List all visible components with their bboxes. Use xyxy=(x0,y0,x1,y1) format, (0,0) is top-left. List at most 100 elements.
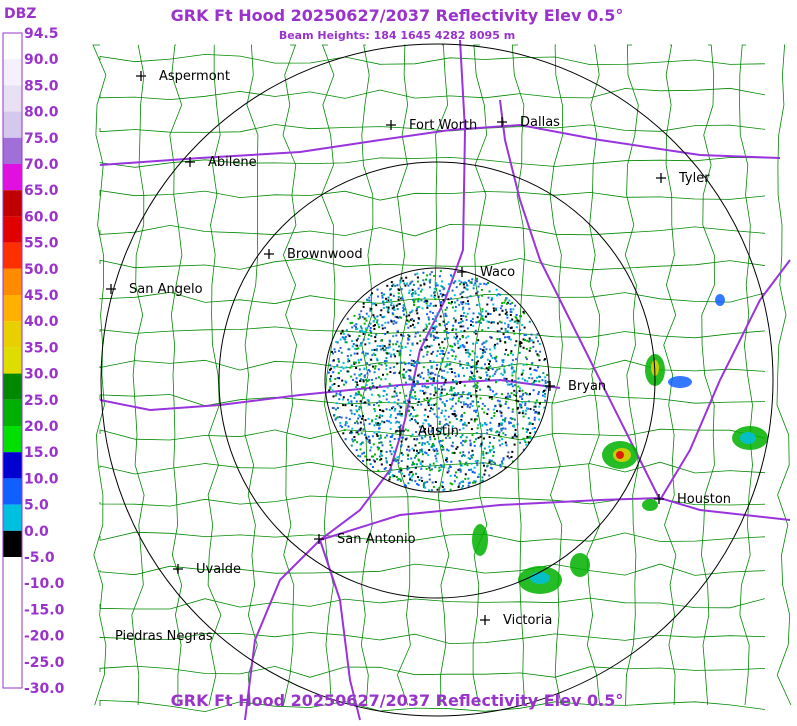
echo xyxy=(489,313,492,315)
echo xyxy=(407,369,410,372)
echo xyxy=(368,458,371,461)
echo xyxy=(349,366,352,369)
echo xyxy=(452,324,455,327)
echo xyxy=(385,347,388,349)
echo xyxy=(429,360,432,362)
echo xyxy=(493,372,496,375)
echo xyxy=(369,322,372,325)
echo xyxy=(507,323,510,326)
echo xyxy=(407,458,409,460)
echo xyxy=(499,444,502,447)
echo xyxy=(426,274,429,277)
echo xyxy=(441,481,444,484)
echo xyxy=(474,480,477,483)
echo xyxy=(391,395,394,398)
echo xyxy=(411,309,414,312)
echo xyxy=(482,350,485,353)
echo xyxy=(347,425,350,428)
echo xyxy=(341,379,344,382)
echo xyxy=(432,448,435,451)
echo xyxy=(372,443,375,446)
echo xyxy=(412,389,415,392)
echo xyxy=(536,333,539,336)
echo xyxy=(333,348,336,351)
echo xyxy=(505,400,508,403)
range-rings xyxy=(100,43,774,717)
county-line xyxy=(472,44,488,706)
echo xyxy=(455,418,458,420)
echo xyxy=(459,364,462,367)
echo xyxy=(336,341,339,344)
echo xyxy=(382,389,385,392)
echo xyxy=(409,318,412,321)
echo xyxy=(385,357,388,360)
echo xyxy=(369,386,372,389)
echo xyxy=(434,390,437,393)
echo xyxy=(476,427,479,430)
echo xyxy=(412,406,414,409)
echo xyxy=(538,380,541,383)
echo xyxy=(451,371,454,374)
echo xyxy=(464,349,467,351)
echo xyxy=(378,400,381,403)
echo xyxy=(476,316,479,319)
echo xyxy=(460,480,463,483)
echo xyxy=(375,304,378,307)
echo xyxy=(462,306,465,309)
echo xyxy=(408,473,411,476)
city-label: San Angelo xyxy=(129,282,203,297)
echo xyxy=(544,381,547,384)
echo xyxy=(524,441,527,443)
echo xyxy=(397,426,400,429)
echo xyxy=(443,329,446,332)
echo xyxy=(386,386,389,389)
echo xyxy=(403,475,406,478)
echo xyxy=(534,405,537,408)
echo xyxy=(472,374,475,377)
echo xyxy=(500,414,503,417)
echo xyxy=(404,346,407,349)
echo xyxy=(395,343,398,346)
echo xyxy=(390,320,393,323)
echo xyxy=(406,448,408,451)
echo xyxy=(535,399,538,402)
echo xyxy=(410,405,413,408)
echo xyxy=(375,421,377,424)
echo xyxy=(332,359,335,362)
echo xyxy=(353,439,356,442)
echo xyxy=(394,355,397,358)
echo xyxy=(439,302,442,305)
echo xyxy=(352,378,354,381)
echo xyxy=(383,293,386,296)
echo xyxy=(347,358,350,361)
echo xyxy=(474,282,477,285)
echo xyxy=(398,354,401,357)
echo xyxy=(494,405,497,408)
echo xyxy=(488,396,491,399)
echo xyxy=(454,471,457,474)
echo xyxy=(387,299,390,302)
echo xyxy=(375,386,378,389)
echo xyxy=(338,416,341,418)
echo xyxy=(364,343,367,346)
echo xyxy=(533,416,536,419)
echo xyxy=(430,333,432,336)
echo xyxy=(494,370,497,373)
echo xyxy=(502,359,505,362)
echo xyxy=(389,471,392,474)
echo xyxy=(514,433,516,436)
echo xyxy=(454,309,457,312)
county-line xyxy=(99,223,766,237)
echo xyxy=(474,332,477,335)
echo xyxy=(504,427,507,430)
echo xyxy=(368,296,371,299)
legend-swatch xyxy=(3,216,22,243)
highway xyxy=(99,378,561,412)
echo xyxy=(378,455,381,458)
echo xyxy=(385,408,388,411)
echo xyxy=(341,329,344,332)
echo xyxy=(531,377,534,380)
echo xyxy=(521,377,524,380)
echo xyxy=(467,482,470,485)
echo xyxy=(382,349,385,352)
